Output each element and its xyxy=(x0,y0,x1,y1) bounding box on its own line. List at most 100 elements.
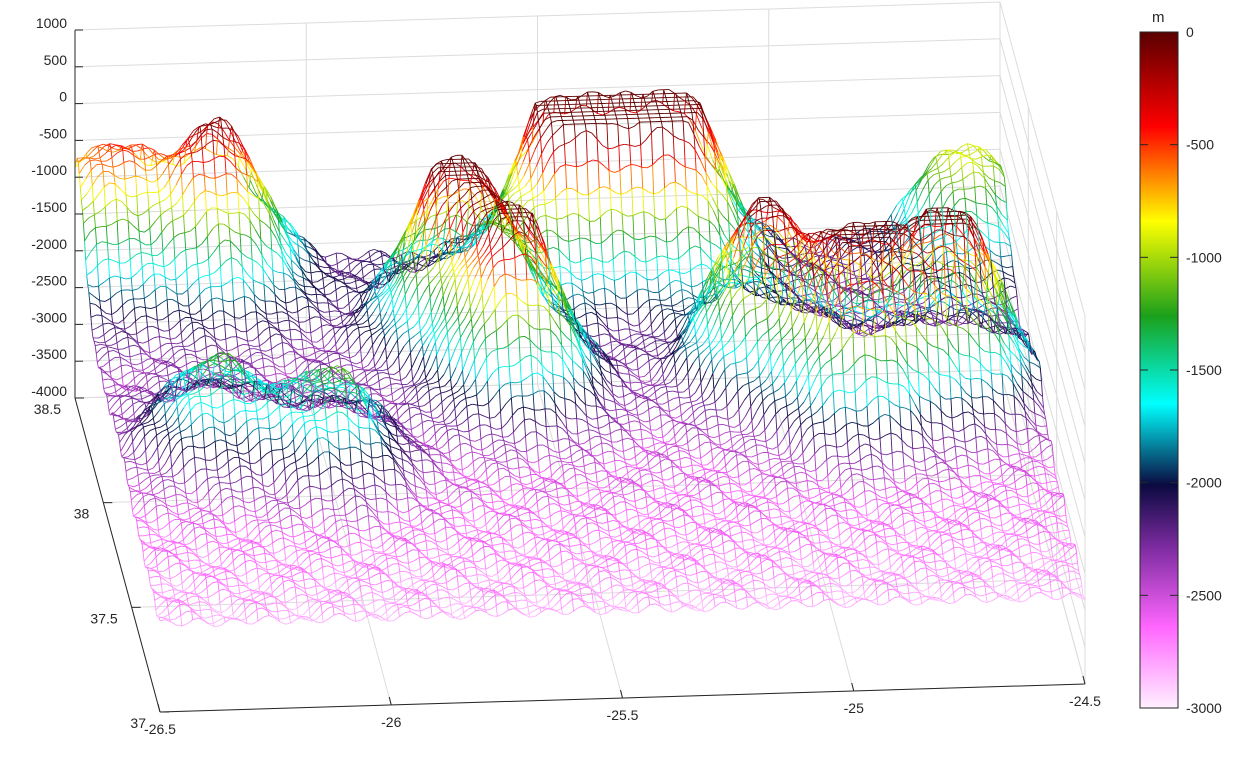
mesh-segment xyxy=(636,354,643,359)
mesh-segment xyxy=(94,157,101,160)
mesh-segment xyxy=(701,127,708,145)
mesh-segment xyxy=(646,333,653,336)
mesh-segment xyxy=(638,318,646,326)
mesh-segment xyxy=(657,351,664,357)
mesh-segment xyxy=(694,245,701,249)
mesh-segment xyxy=(704,238,711,243)
mesh-segment xyxy=(656,344,663,349)
mesh-segment xyxy=(981,203,987,205)
mesh-segment xyxy=(664,282,671,289)
mesh-segment xyxy=(357,366,363,369)
mesh-segment xyxy=(767,256,774,260)
mesh-segment xyxy=(102,351,109,357)
mesh-segment xyxy=(208,251,215,260)
mesh-segment xyxy=(402,330,409,335)
mesh-segment xyxy=(282,377,288,380)
mesh-segment xyxy=(459,194,466,201)
mesh-segment xyxy=(883,252,890,260)
mesh-segment xyxy=(262,192,269,207)
mesh-segment xyxy=(505,181,512,195)
mesh-segment xyxy=(631,338,638,344)
mesh-segment xyxy=(970,199,977,204)
mesh-segment xyxy=(113,260,120,264)
mesh-segment xyxy=(90,314,97,318)
mesh-segment xyxy=(238,211,245,215)
mesh-segment xyxy=(851,246,858,251)
mesh-segment xyxy=(943,301,950,307)
mesh-segment xyxy=(152,326,159,330)
mesh-segment xyxy=(751,256,758,261)
mesh-segment xyxy=(695,169,702,176)
mesh-segment xyxy=(372,263,379,268)
mesh-segment xyxy=(632,212,639,217)
mesh-segment xyxy=(651,100,658,102)
mesh-segment xyxy=(635,144,641,147)
mesh-segment xyxy=(123,313,130,320)
mesh-segment xyxy=(92,145,99,152)
mesh-segment xyxy=(920,227,926,229)
mesh-segment xyxy=(645,324,652,331)
mesh-segment xyxy=(610,302,617,307)
mesh-segment xyxy=(643,337,650,342)
mesh-segment xyxy=(470,185,477,189)
mesh-segment xyxy=(631,357,638,363)
mesh-segment xyxy=(139,166,146,171)
mesh-segment xyxy=(135,252,142,256)
mesh-segment xyxy=(533,204,540,209)
mesh-segment xyxy=(149,289,156,296)
mesh-segment xyxy=(288,223,296,234)
mesh-segment xyxy=(898,324,904,327)
mesh-segment xyxy=(245,161,252,173)
mesh-segment xyxy=(88,214,95,219)
mesh-segment xyxy=(110,391,116,395)
mesh-segment xyxy=(155,370,162,375)
mesh-segment xyxy=(177,214,184,219)
mesh-segment xyxy=(310,329,317,334)
mesh-segment xyxy=(137,283,144,290)
mesh-segment xyxy=(1001,265,1008,269)
mesh-segment xyxy=(164,276,171,281)
mesh-segment xyxy=(676,289,682,293)
mesh-segment xyxy=(767,266,774,269)
mesh-segment xyxy=(113,174,120,179)
mesh-segment xyxy=(228,147,235,153)
mesh-segment xyxy=(468,158,475,165)
mesh-segment xyxy=(235,167,242,173)
mesh-segment xyxy=(611,208,617,211)
mesh-segment xyxy=(635,272,642,277)
mesh-segment xyxy=(335,286,342,291)
mesh-segment xyxy=(127,370,134,374)
mesh-segment xyxy=(642,187,649,193)
mesh-segment xyxy=(708,143,716,153)
mesh-segment xyxy=(863,250,870,254)
mesh-segment xyxy=(585,311,592,315)
mesh-segment xyxy=(531,112,538,127)
mesh-segment xyxy=(121,364,127,367)
mesh-segment xyxy=(436,205,443,217)
mesh-segment xyxy=(271,344,278,350)
mesh-segment xyxy=(130,273,138,279)
mesh-segment xyxy=(247,191,254,197)
mesh-segment xyxy=(128,344,135,347)
mesh-segment xyxy=(691,285,698,288)
mesh-segment xyxy=(908,185,915,193)
mesh-segment xyxy=(219,116,226,122)
mesh-segment xyxy=(597,113,603,116)
mesh-segment xyxy=(606,351,613,355)
mesh-segment xyxy=(656,255,663,258)
mesh-segment xyxy=(224,239,231,242)
mesh-segment xyxy=(115,365,122,370)
mesh-segment xyxy=(670,208,677,215)
mesh-segment xyxy=(310,247,317,252)
mesh-segment xyxy=(186,264,193,270)
mesh-segment xyxy=(592,159,599,162)
mesh-segment xyxy=(133,225,140,232)
mesh-segment xyxy=(227,127,233,131)
mesh-segment xyxy=(997,214,1004,225)
mesh-segment xyxy=(102,258,109,261)
mesh-segment xyxy=(122,218,129,222)
mesh-segment xyxy=(243,343,249,346)
mesh-segment xyxy=(949,161,956,168)
mesh-segment xyxy=(941,149,947,152)
mesh-segment xyxy=(354,292,361,298)
